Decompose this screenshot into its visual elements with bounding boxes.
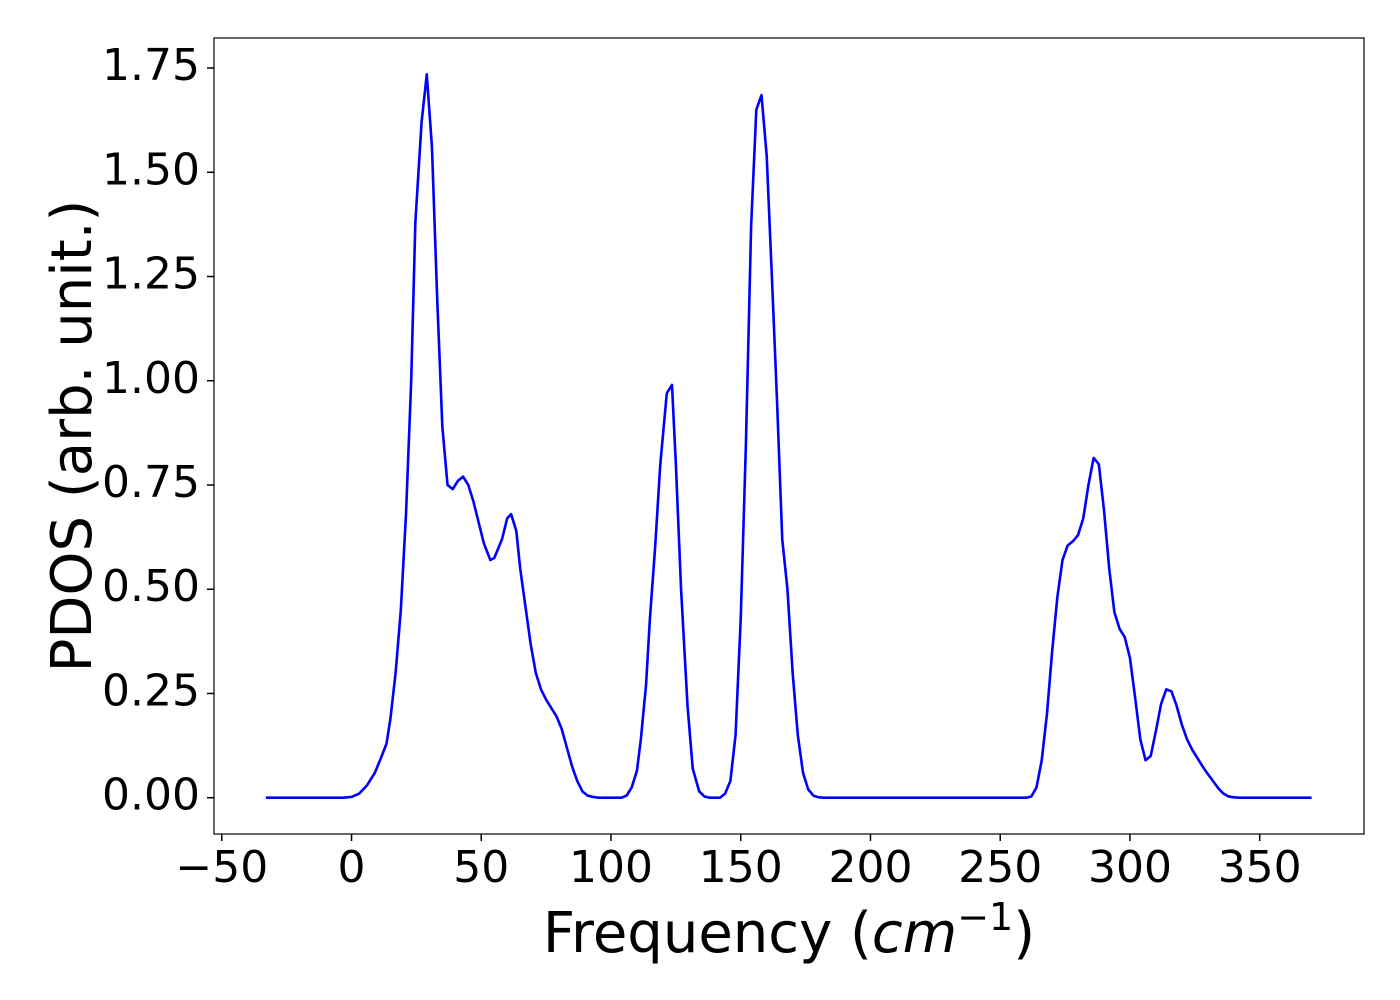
line-series [265,72,1312,800]
y-tick-label: 0.75 [102,457,200,508]
x-tick-label: 100 [569,842,653,893]
x-tick-label: 250 [958,842,1042,893]
x-tick-label: 350 [1218,842,1302,893]
y-tick-label: 1.75 [102,40,200,91]
y-tick-label: 1.50 [102,144,200,195]
x-tick-label: −50 [175,842,268,893]
x-tick-label: 50 [453,842,509,893]
y-axis-label: PDOS (arb. unit.) [40,200,105,673]
x-tick-label: 150 [699,842,783,893]
x-axis-label: Frequency (cm−1) [543,895,1035,966]
y-tick-label: 0.25 [102,665,200,716]
x-label-part: cm [872,901,957,966]
x-label-part: Frequency ( [543,901,872,966]
x-label-part: ) [1013,901,1035,966]
y-tick-label: 0.00 [102,770,200,821]
x-tick-label: 0 [338,842,366,893]
y-tick-label: 0.50 [102,561,200,612]
x-label-part: −1 [957,895,1013,939]
plot-frame [213,37,1365,835]
y-tick-label: 1.00 [102,353,200,404]
y-tick-label: 1.25 [102,249,200,300]
x-tick-label: 300 [1088,842,1172,893]
x-tick-label: 200 [828,842,912,893]
